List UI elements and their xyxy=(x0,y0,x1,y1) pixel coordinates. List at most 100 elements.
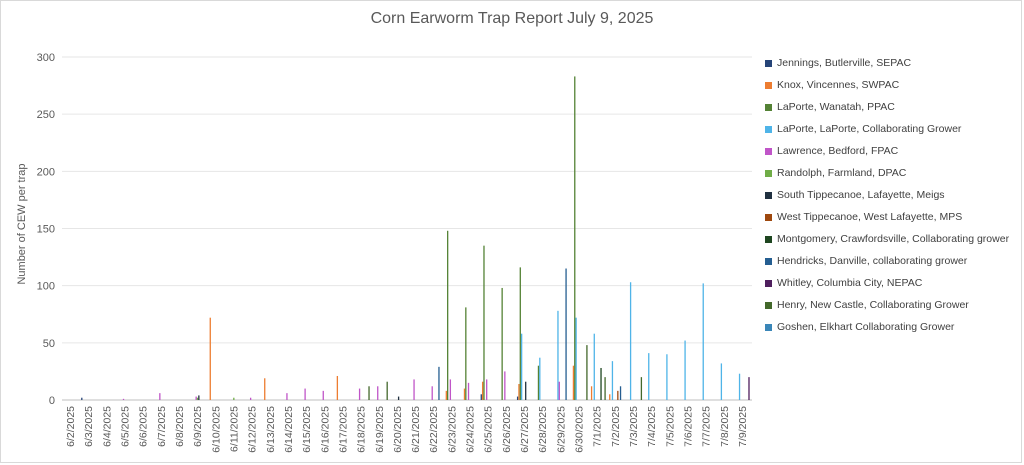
bar xyxy=(586,345,588,400)
bar xyxy=(483,245,485,400)
y-tick-label: 50 xyxy=(43,338,55,350)
bar xyxy=(465,307,467,400)
bar xyxy=(593,333,595,400)
legend-swatch xyxy=(765,81,772,89)
bar xyxy=(486,379,488,400)
x-tick-label: 7/6/2025 xyxy=(682,406,694,447)
bar xyxy=(748,377,750,400)
bar xyxy=(702,283,704,400)
x-tick-label: 7/8/2025 xyxy=(719,406,731,447)
bar xyxy=(516,396,519,400)
bar xyxy=(286,393,288,400)
bar xyxy=(386,381,388,400)
x-tick-label: 6/13/2025 xyxy=(265,406,277,453)
bar xyxy=(590,386,593,400)
legend-label: Jennings, Butlerville, SEPAC xyxy=(777,57,912,69)
legend-label: LaPorte, Wanatah, PPAC xyxy=(777,101,895,113)
legend-item: Henry, New Castle, Collaborating Grower xyxy=(765,294,1020,316)
legend-item: Whitley, Columbia City, NEPAC xyxy=(765,272,1020,294)
x-tick-label: 6/17/2025 xyxy=(337,406,349,453)
y-tick-label: 250 xyxy=(37,109,55,121)
bar xyxy=(648,353,650,400)
bar xyxy=(368,386,370,400)
bar xyxy=(264,378,266,400)
bar xyxy=(537,365,540,400)
legend-swatch xyxy=(765,279,772,287)
x-tick-label: 6/30/2025 xyxy=(574,406,586,453)
y-tick-label: 200 xyxy=(37,166,55,178)
x-tick-label: 7/3/2025 xyxy=(628,406,640,447)
bar xyxy=(519,267,521,400)
bar xyxy=(619,386,622,400)
y-tick-label: 300 xyxy=(37,52,55,64)
bar xyxy=(525,381,527,400)
x-tick-label: 6/25/2025 xyxy=(483,406,495,453)
x-tick-label: 6/2/2025 xyxy=(65,406,77,447)
x-tick-label: 6/20/2025 xyxy=(392,406,404,453)
bar xyxy=(518,383,520,400)
legend-label: Goshen, Elkhart Collaborating Grower xyxy=(777,321,955,333)
x-tick-label: 6/21/2025 xyxy=(410,406,422,453)
bar xyxy=(233,397,235,400)
bar xyxy=(600,367,602,400)
bar xyxy=(336,375,339,400)
legend-item: Montgomery, Crawfordsville, Collaboratin… xyxy=(765,228,1020,250)
x-tick-label: 6/6/2025 xyxy=(138,406,150,447)
bar xyxy=(198,395,200,400)
bar xyxy=(81,397,83,400)
bar xyxy=(720,363,723,400)
bar xyxy=(480,394,482,400)
legend-item: LaPorte, LaPorte, Collaborating Grower xyxy=(765,118,1020,140)
x-tick-label: 6/24/2025 xyxy=(465,406,477,453)
chart-title: Corn Earworm Trap Report July 9, 2025 xyxy=(370,10,654,27)
bar xyxy=(520,333,523,400)
bar xyxy=(463,388,466,400)
bar xyxy=(558,381,560,400)
bar xyxy=(449,379,452,400)
bar xyxy=(629,282,632,400)
x-tick-label: 6/11/2025 xyxy=(229,406,241,452)
bar xyxy=(609,394,611,400)
legend-swatch xyxy=(765,213,772,221)
legend-item: LaPorte, Wanatah, PPAC xyxy=(765,96,1020,118)
legend-swatch xyxy=(765,59,772,67)
legend-item: Randolph, Farmland, DPAC xyxy=(765,162,1020,184)
legend-item: Goshen, Elkhart Collaborating Grower xyxy=(765,316,1020,338)
legend-label: Hendricks, Danville, collaborating growe… xyxy=(777,255,968,267)
x-tick-label: 7/5/2025 xyxy=(664,406,676,447)
bar xyxy=(611,361,614,400)
bar xyxy=(481,381,484,400)
bar xyxy=(159,393,161,400)
legend-swatch xyxy=(765,103,772,111)
x-tick-label: 6/28/2025 xyxy=(537,406,549,453)
x-tick-label: 6/22/2025 xyxy=(428,406,440,453)
legend-label: South Tippecanoe, Lafayette, Meigs xyxy=(777,189,945,201)
x-tick-label: 6/8/2025 xyxy=(174,406,186,447)
legend-item: Lawrence, Bedford, FPAC xyxy=(765,140,1020,162)
bar xyxy=(617,390,619,400)
legend-item: Jennings, Butlerville, SEPAC xyxy=(765,52,1020,74)
bar xyxy=(467,382,470,400)
x-tick-label: 7/9/2025 xyxy=(737,406,749,447)
legend-item: West Tippecanoe, West Lafayette, MPS xyxy=(765,206,1020,228)
bar xyxy=(413,379,415,400)
bar xyxy=(572,365,575,400)
x-tick-label: 6/9/2025 xyxy=(192,406,204,447)
bar xyxy=(438,366,440,400)
bar xyxy=(447,230,449,400)
x-tick-label: 6/14/2025 xyxy=(283,406,295,453)
bar xyxy=(397,396,400,400)
x-tick-label: 6/16/2025 xyxy=(319,406,331,453)
bar xyxy=(431,386,433,400)
legend-label: Randolph, Farmland, DPAC xyxy=(777,167,907,179)
x-tick-label: 6/18/2025 xyxy=(356,406,368,453)
legend-label: Henry, New Castle, Collaborating Grower xyxy=(777,299,969,311)
x-tick-label: 7/4/2025 xyxy=(646,406,658,447)
bar xyxy=(445,390,447,400)
legend-swatch xyxy=(765,147,772,155)
x-tick-label: 6/7/2025 xyxy=(156,406,168,447)
x-tick-label: 6/29/2025 xyxy=(555,406,567,453)
x-tick-label: 7/1/2025 xyxy=(592,406,604,447)
